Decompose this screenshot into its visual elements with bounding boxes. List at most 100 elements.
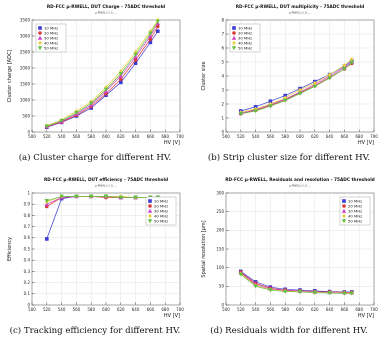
caption-residuals: (d) Residuals width for different HV. bbox=[210, 326, 368, 336]
data-point-series-2 bbox=[119, 77, 123, 81]
data-point-series-5 bbox=[133, 195, 138, 200]
x-tick-label: 500 bbox=[222, 134, 230, 139]
caption-cluster-size: (b) Strip cluster size for different HV. bbox=[207, 153, 371, 163]
y-tick-label: 0.8 bbox=[24, 213, 31, 218]
y-tick-label: 0 bbox=[221, 129, 224, 134]
data-point-series-2 bbox=[148, 37, 153, 41]
data-point-series-4 bbox=[342, 63, 347, 68]
data-point-series-4 bbox=[327, 72, 332, 77]
legend-marker bbox=[342, 204, 346, 208]
data-point-series-5 bbox=[89, 194, 94, 199]
data-point-series-5 bbox=[103, 194, 109, 199]
chart-title: RD-FCC μ-RWELL, DUT multiplicity - 75ADC… bbox=[236, 4, 365, 10]
y-tick-label: 5 bbox=[221, 59, 224, 64]
x-tick-label: 560 bbox=[73, 307, 81, 312]
x-tick-label: 620 bbox=[117, 307, 125, 312]
chart-subtitle: μ-RWELL-1.0, ... bbox=[95, 184, 117, 188]
x-tick-label: 640 bbox=[132, 134, 140, 139]
chart-subtitle: μ-RWELL-1.0, ... bbox=[289, 184, 311, 188]
legend-label: 10 MHz bbox=[348, 198, 362, 203]
y-tick-label: 1 bbox=[27, 190, 30, 195]
y-tick-label: 0.9 bbox=[24, 202, 31, 207]
data-point-series-5 bbox=[155, 19, 160, 24]
y-tick-label: 3500 bbox=[20, 17, 31, 22]
x-tick-label: 600 bbox=[296, 134, 304, 139]
x-tick-label: 620 bbox=[117, 134, 125, 139]
y-tick-label: 500 bbox=[22, 113, 30, 118]
x-tick-label: 660 bbox=[147, 134, 155, 139]
x-tick-label: 500 bbox=[28, 307, 36, 312]
x-axis-label: HV [V] bbox=[164, 140, 180, 146]
legend-marker bbox=[37, 46, 43, 51]
chart-title: RD-FCC μ-RWELL, DUT Charge - 75ADC thres… bbox=[47, 4, 165, 10]
y-tick-label: 0.6 bbox=[24, 235, 31, 240]
x-tick-label: 640 bbox=[326, 134, 334, 139]
data-point-series-4 bbox=[350, 57, 354, 62]
legend-label: 30 MHz bbox=[238, 35, 252, 40]
data-point-series-1 bbox=[45, 237, 49, 241]
y-tick-label: 200 bbox=[216, 228, 224, 233]
legend-label: 20 MHz bbox=[348, 203, 362, 208]
x-tick-label: 600 bbox=[296, 307, 304, 312]
data-point-series-5 bbox=[118, 195, 123, 200]
legend-marker bbox=[148, 204, 152, 208]
data-point-series-5 bbox=[312, 84, 317, 89]
chart-panel-cluster-charge: RD-FCC μ-RWELL, DUT Charge - 75ADC thres… bbox=[2, 2, 188, 167]
chart-subtitle: μ-RWELL-1.0, ... bbox=[95, 11, 117, 15]
data-point-series-1 bbox=[156, 29, 160, 33]
legend-label: 20 MHz bbox=[154, 203, 168, 208]
y-tick-label: 0.5 bbox=[24, 246, 31, 251]
data-point-series-5 bbox=[349, 60, 354, 65]
data-point-series-4 bbox=[148, 29, 153, 34]
legend-label: 50 MHz bbox=[44, 45, 58, 50]
x-tick-label: 620 bbox=[311, 134, 319, 139]
legend-label: 30 MHz bbox=[348, 208, 362, 213]
data-point-series-2 bbox=[156, 24, 160, 29]
y-tick-label: 0.3 bbox=[24, 269, 31, 274]
data-point-series-1 bbox=[148, 40, 153, 45]
y-tick-label: 0.4 bbox=[24, 258, 31, 263]
x-tick-label: 520 bbox=[43, 307, 51, 312]
y-tick-label: 8 bbox=[221, 17, 224, 22]
legend-label: 10 MHz bbox=[154, 198, 168, 203]
y-tick-label: 2000 bbox=[20, 65, 31, 70]
data-point-series-5 bbox=[44, 124, 49, 129]
y-tick-label: 0 bbox=[221, 302, 224, 307]
data-point-series-5 bbox=[268, 288, 273, 293]
x-tick-label: 540 bbox=[252, 134, 260, 139]
x-tick-label: 560 bbox=[267, 307, 275, 312]
x-tick-label: 600 bbox=[102, 307, 110, 312]
y-tick-label: 250 bbox=[216, 209, 224, 214]
data-point-series-5 bbox=[253, 109, 258, 114]
legend-marker bbox=[342, 199, 346, 203]
y-tick-label: 0 bbox=[27, 302, 30, 307]
x-tick-label: 680 bbox=[355, 307, 363, 312]
y-axis-label: Efficiency bbox=[7, 237, 13, 261]
y-tick-label: 2500 bbox=[20, 49, 31, 54]
legend-label: 40 MHz bbox=[348, 213, 362, 218]
y-tick-label: 7 bbox=[221, 31, 224, 36]
data-point-series-5 bbox=[349, 291, 354, 296]
legend-label: 40 MHz bbox=[238, 40, 252, 45]
legend-marker bbox=[341, 208, 347, 213]
legend-marker bbox=[147, 208, 153, 213]
x-tick-label: 540 bbox=[252, 307, 260, 312]
chart-panel-cluster-size: RD-FCC μ-RWELL, DUT multiplicity - 75ADC… bbox=[196, 2, 382, 167]
data-point-series-5 bbox=[59, 119, 64, 123]
legend-label: 40 MHz bbox=[154, 213, 168, 218]
data-point-series-5 bbox=[89, 101, 94, 106]
residuals-chart: RD-FCC μ-RWELL, Residuals and resolution… bbox=[201, 177, 378, 319]
x-tick-label: 500 bbox=[222, 307, 230, 312]
x-tick-label: 640 bbox=[326, 307, 334, 312]
x-tick-label: 540 bbox=[58, 134, 66, 139]
x-tick-label: 660 bbox=[147, 307, 155, 312]
data-point-series-5 bbox=[297, 91, 303, 96]
data-point-series-5 bbox=[283, 98, 288, 103]
x-tick-label: 500 bbox=[28, 134, 36, 139]
legend-label: 20 MHz bbox=[238, 30, 252, 35]
y-tick-label: 1000 bbox=[20, 97, 31, 102]
data-point-series-5 bbox=[253, 284, 258, 289]
data-point-series-1 bbox=[268, 99, 273, 103]
data-point-series-5 bbox=[103, 87, 109, 92]
data-point-series-5 bbox=[283, 289, 288, 294]
